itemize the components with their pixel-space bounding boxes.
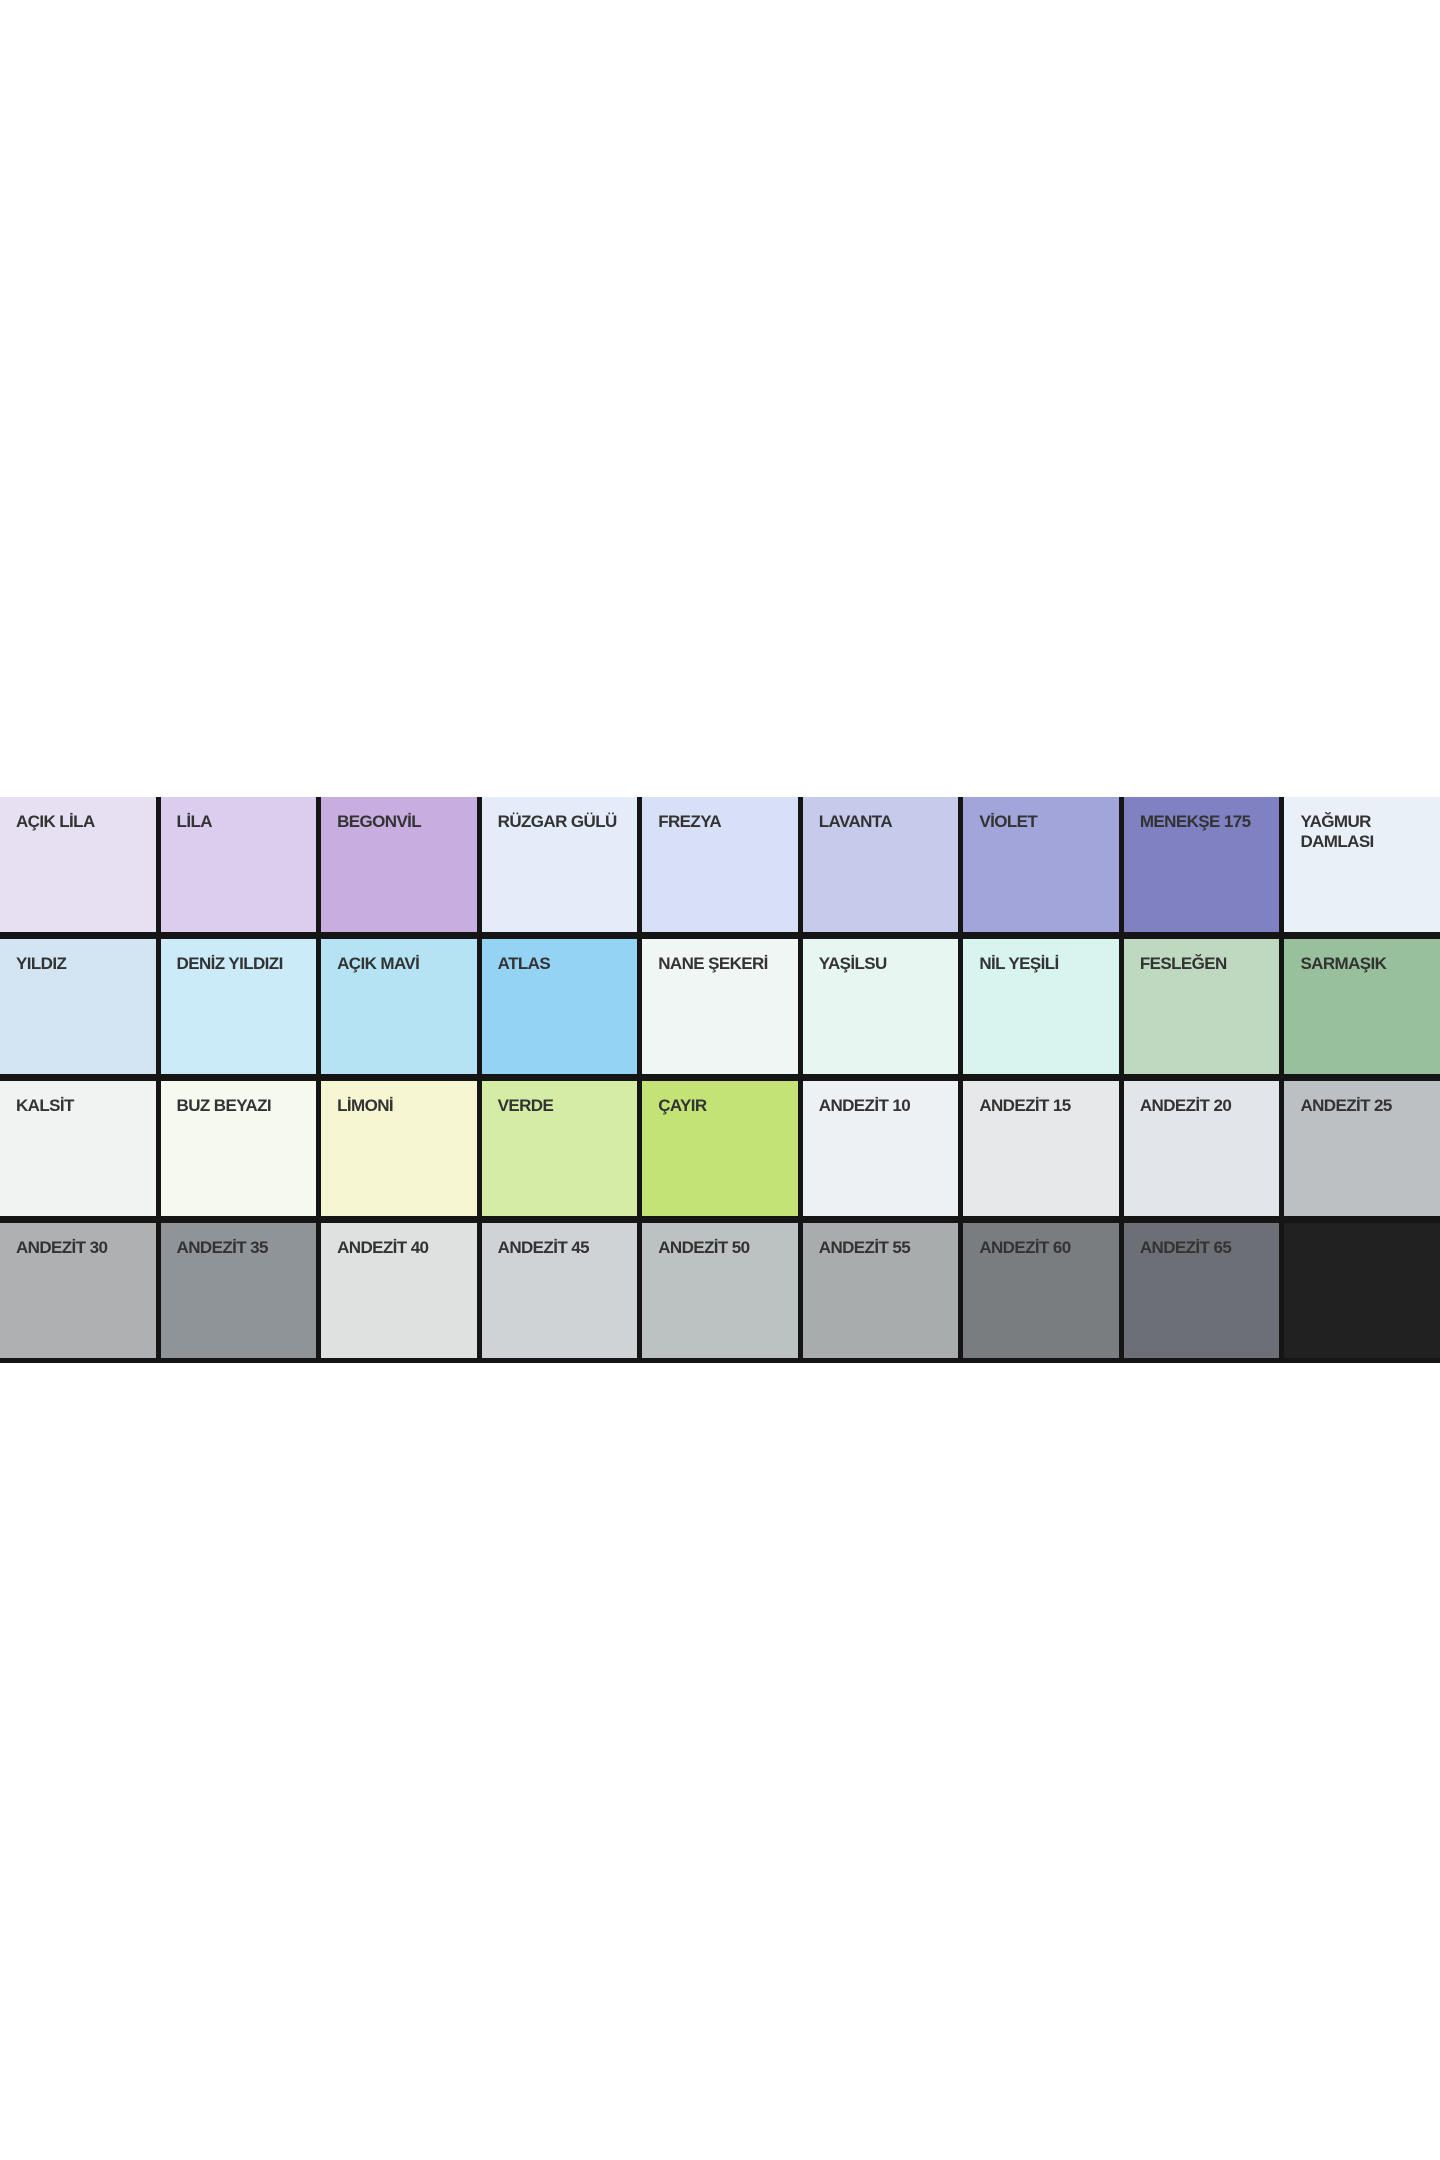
swatch-label: ANDEZİT 40 — [337, 1238, 429, 1257]
color-swatch-grid: AÇIK LİLA LİLA BEGONVİL RÜZGAR GÜLÜ FREZYA LA… — [0, 797, 1440, 1363]
color-swatch[interactable]: ATLAS — [481, 939, 638, 1074]
color-swatch[interactable] — [1284, 1223, 1440, 1358]
swatch-label: ANDEZİT 15 — [979, 1096, 1071, 1115]
color-swatch[interactable]: SARMAŞIK — [1284, 939, 1440, 1074]
swatch-label: ANDEZİT 55 — [818, 1238, 911, 1257]
color-swatch[interactable]: ANDEZİT 35 — [160, 1223, 317, 1358]
swatch-label: NANE ŞEKERİ — [658, 954, 768, 973]
swatch-label: ANDEZİT 10 — [818, 1096, 911, 1115]
color-swatch[interactable]: KALSİT — [0, 1081, 156, 1216]
color-swatch[interactable]: BEGONVİL — [321, 797, 477, 932]
color-swatch[interactable]: ANDEZİT 65 — [1123, 1223, 1280, 1358]
swatch-label: FESLEĞEN — [1139, 954, 1227, 973]
swatch-label: BUZ BEYAZI — [176, 1096, 272, 1115]
color-swatch[interactable]: YAŞİLSU — [802, 939, 959, 1074]
color-swatch[interactable]: ANDEZİT 25 — [1284, 1081, 1440, 1216]
color-swatch[interactable]: ANDEZİT 55 — [802, 1223, 959, 1358]
swatch-label: DENİZ YILDIZI — [176, 954, 284, 973]
swatch-label: ANDEZİT 35 — [176, 1238, 269, 1257]
color-swatch[interactable]: LİMONİ — [321, 1081, 477, 1216]
color-swatch[interactable]: YILDIZ — [0, 939, 156, 1074]
swatch-label: ANDEZİT 25 — [1300, 1096, 1392, 1115]
color-swatch[interactable]: ANDEZİT 50 — [642, 1223, 798, 1358]
color-swatch[interactable]: RÜZGAR GÜLÜ — [481, 797, 638, 932]
color-swatch[interactable]: LAVANTA — [802, 797, 959, 932]
color-swatch[interactable]: AÇIK MAVİ — [321, 939, 477, 1074]
color-swatch[interactable]: ANDEZİT 60 — [963, 1223, 1119, 1358]
swatch-label: AÇIK MAVİ — [337, 954, 420, 973]
swatch-label: YAĞMUR DAMLASI — [1300, 812, 1374, 851]
color-swatch[interactable]: ÇAYIR — [642, 1081, 798, 1216]
color-swatch[interactable]: FREZYA — [642, 797, 798, 932]
color-swatch[interactable]: MENEKŞE 175 — [1123, 797, 1280, 932]
swatch-label: ANDEZİT 20 — [1139, 1096, 1232, 1115]
swatch-label: ANDEZİT 30 — [16, 1238, 108, 1257]
swatch-label: ANDEZİT 50 — [658, 1238, 750, 1257]
color-swatch[interactable]: LİLA — [160, 797, 317, 932]
swatch-label: NİL YEŞİLİ — [979, 954, 1059, 973]
swatch-label: ANDEZİT 60 — [979, 1238, 1071, 1257]
swatch-label: AÇIK LİLA — [16, 812, 95, 831]
color-swatch[interactable]: FESLEĞEN — [1123, 939, 1280, 1074]
color-swatch[interactable]: VİOLET — [963, 797, 1119, 932]
color-swatch[interactable]: ANDEZİT 20 — [1123, 1081, 1280, 1216]
color-swatch[interactable]: NİL YEŞİLİ — [963, 939, 1119, 1074]
swatch-label: RÜZGAR GÜLÜ — [497, 812, 618, 831]
swatch-label: ÇAYIR — [658, 1096, 707, 1115]
swatch-label: LİLA — [176, 812, 213, 831]
swatch-label: ANDEZİT 65 — [1139, 1238, 1232, 1257]
swatch-label: SARMAŞIK — [1300, 954, 1387, 973]
color-swatch[interactable]: ANDEZİT 40 — [321, 1223, 477, 1358]
color-swatch[interactable]: NANE ŞEKERİ — [642, 939, 798, 1074]
swatch-label: YAŞİLSU — [818, 954, 888, 973]
color-swatch[interactable]: DENİZ YILDIZI — [160, 939, 317, 1074]
swatch-label: YILDIZ — [16, 954, 67, 973]
swatch-label: LAVANTA — [818, 812, 893, 831]
swatch-label: VİOLET — [979, 812, 1038, 831]
swatch-label: ATLAS — [497, 954, 551, 973]
swatch-label: ANDEZİT 45 — [497, 1238, 590, 1257]
swatch-label: KALSİT — [16, 1096, 74, 1115]
color-swatch[interactable]: YAĞMUR DAMLASI — [1284, 797, 1440, 932]
swatch-label: FREZYA — [658, 812, 722, 831]
color-swatch[interactable]: ANDEZİT 15 — [963, 1081, 1119, 1216]
color-swatch[interactable]: BUZ BEYAZI — [160, 1081, 317, 1216]
swatch-label: LİMONİ — [337, 1096, 394, 1115]
color-swatch[interactable]: AÇIK LİLA — [0, 797, 156, 932]
color-swatch[interactable]: ANDEZİT 30 — [0, 1223, 156, 1358]
color-swatch[interactable]: ANDEZİT 10 — [802, 1081, 959, 1216]
swatch-label: BEGONVİL — [337, 812, 422, 831]
swatch-label: MENEKŞE 175 — [1139, 812, 1251, 831]
swatch-label: VERDE — [497, 1096, 554, 1115]
color-swatch[interactable]: VERDE — [481, 1081, 638, 1216]
color-swatch[interactable]: ANDEZİT 45 — [481, 1223, 638, 1358]
